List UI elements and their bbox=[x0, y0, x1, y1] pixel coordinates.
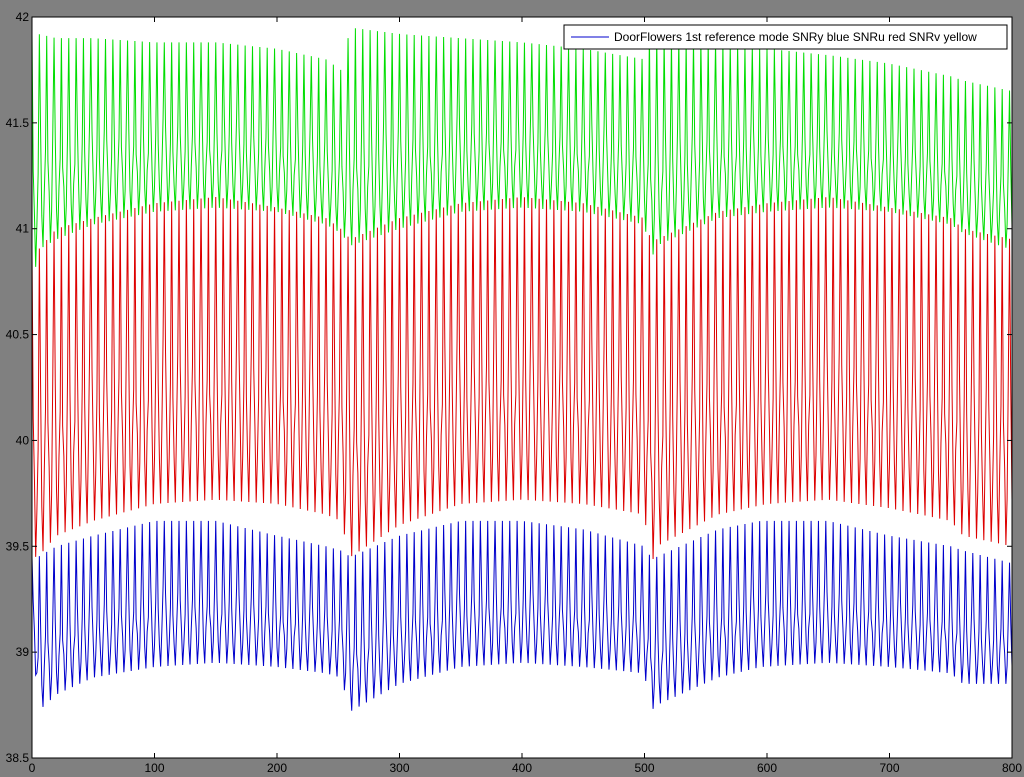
series-layer bbox=[31, 28, 1013, 711]
y-tick-label: 38.5 bbox=[6, 751, 30, 765]
x-tick-label: 0 bbox=[29, 761, 36, 775]
x-tick-label: 100 bbox=[144, 761, 164, 775]
y-tick-label: 40 bbox=[16, 433, 30, 447]
x-tick-label: 400 bbox=[512, 761, 532, 775]
series-line-green bbox=[31, 28, 1013, 267]
y-tick-label: 39.5 bbox=[6, 539, 30, 553]
x-tick-label: 300 bbox=[389, 761, 409, 775]
x-tick-label: 800 bbox=[1002, 761, 1022, 775]
series-line-red bbox=[31, 196, 1013, 560]
series-line-blue bbox=[31, 520, 1013, 711]
legend-entry-label: DoorFlowers 1st reference mode SNRy blue… bbox=[614, 30, 977, 44]
x-tick-label: 500 bbox=[634, 761, 654, 775]
y-tick-label: 41.5 bbox=[6, 116, 30, 130]
y-tick-label: 42 bbox=[16, 10, 30, 24]
y-tick-label: 39 bbox=[16, 645, 30, 659]
ticks-layer: 0 100 200 300 400 500 600 700 800 38.5 39 39.5 40 40.… bbox=[6, 10, 1023, 775]
legend: DoorFlowers 1st reference mode SNRy blue… bbox=[563, 24, 1008, 50]
x-tick-label: 600 bbox=[757, 761, 777, 775]
x-tick-label: 200 bbox=[267, 761, 287, 775]
y-tick-label: 41 bbox=[16, 222, 30, 236]
y-tick-label: 40.5 bbox=[6, 328, 30, 342]
x-tick-label: 700 bbox=[879, 761, 899, 775]
legend-box bbox=[563, 24, 1008, 50]
